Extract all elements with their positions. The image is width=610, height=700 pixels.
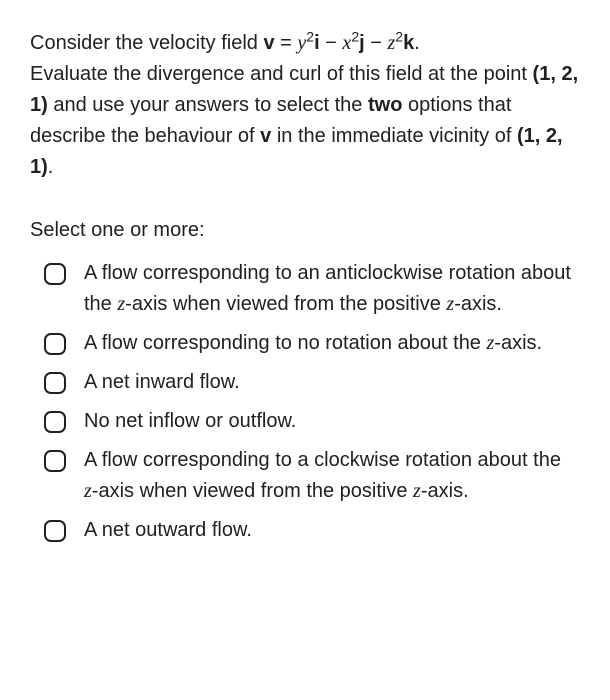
- k-unit: k: [403, 32, 414, 54]
- opt-post: -axis.: [454, 293, 502, 315]
- opt-axis: z: [84, 480, 92, 502]
- option-row[interactable]: No net inflow or outflow.: [30, 402, 580, 441]
- minus-1: −: [320, 32, 343, 54]
- stem-text-2d: in the immediate vicinity of: [271, 125, 517, 147]
- option-text: A flow corresponding to no rotation abou…: [84, 328, 580, 359]
- opt-pre: A net inward flow.: [84, 371, 240, 393]
- checkbox[interactable]: [44, 520, 66, 542]
- x-exp: 2: [351, 28, 359, 44]
- opt-pre: A net outward flow.: [84, 519, 252, 541]
- option-text: No net inflow or outflow.: [84, 406, 580, 437]
- option-row[interactable]: A net outward flow.: [30, 511, 580, 550]
- period: .: [414, 32, 420, 54]
- z-exp: 2: [395, 28, 403, 44]
- option-row[interactable]: A net inward flow.: [30, 363, 580, 402]
- opt-pre: A flow corresponding to a clockwise rota…: [84, 449, 561, 471]
- checkbox[interactable]: [44, 372, 66, 394]
- checkbox[interactable]: [44, 263, 66, 285]
- opt-axis: z: [117, 293, 125, 315]
- stem-text-2b: and use your answers to select the: [48, 94, 368, 116]
- two-bold: two: [368, 94, 402, 116]
- stem-line-1: Consider the velocity field v = y2i − x2…: [30, 28, 580, 59]
- stem-block: Evaluate the divergence and curl of this…: [30, 59, 580, 183]
- stem-end: .: [48, 156, 54, 178]
- opt-pre: No net inflow or outflow.: [84, 410, 296, 432]
- option-text: A flow corresponding to an anticlockwise…: [84, 258, 580, 320]
- select-prompt: Select one or more:: [30, 215, 580, 246]
- x-var: x: [342, 32, 351, 54]
- option-row[interactable]: A flow corresponding to an anticlockwise…: [30, 254, 580, 324]
- minus-2: −: [365, 32, 388, 54]
- opt-mid: -: [494, 332, 501, 354]
- option-text: A flow corresponding to a clockwise rota…: [84, 445, 580, 507]
- options-list: A flow corresponding to an anticlockwise…: [30, 254, 580, 550]
- option-text: A net inward flow.: [84, 367, 580, 398]
- opt-mid: -axis when viewed from the positive: [125, 293, 446, 315]
- checkbox[interactable]: [44, 411, 66, 433]
- opt-axis-2: z: [413, 480, 421, 502]
- y-exp: 2: [306, 28, 314, 44]
- option-text: A net outward flow.: [84, 515, 580, 546]
- stem-text-2: Evaluate the divergence and curl of this…: [30, 63, 533, 85]
- stem-text: Consider the velocity field: [30, 32, 263, 54]
- opt-post: -axis.: [421, 480, 469, 502]
- opt-pre: A flow corresponding to no rotation abou…: [84, 332, 487, 354]
- vector-v-2: v: [260, 125, 271, 147]
- equals: =: [275, 32, 298, 54]
- option-row[interactable]: A flow corresponding to no rotation abou…: [30, 324, 580, 363]
- opt-mid: -axis when viewed from the positive: [92, 480, 413, 502]
- opt-post: axis.: [501, 332, 542, 354]
- checkbox[interactable]: [44, 450, 66, 472]
- option-row[interactable]: A flow corresponding to a clockwise rota…: [30, 441, 580, 511]
- checkbox[interactable]: [44, 333, 66, 355]
- y-var: y: [297, 32, 306, 54]
- vector-v: v: [263, 32, 274, 54]
- question-stem: Consider the velocity field v = y2i − x2…: [30, 28, 580, 183]
